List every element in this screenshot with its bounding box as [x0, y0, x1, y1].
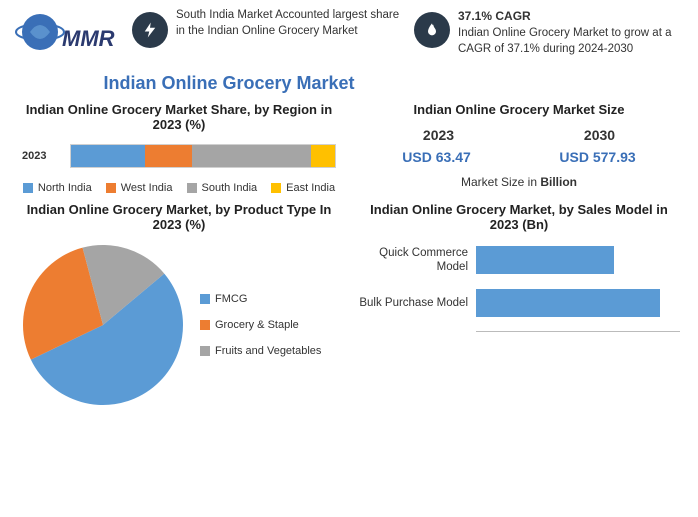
- pie-title: Indian Online Grocery Market, by Product…: [18, 202, 340, 232]
- main-title: Indian Online Grocery Market: [0, 73, 698, 94]
- market-size-card: Indian Online Grocery Market Size 2023 2…: [358, 102, 680, 194]
- sales-model-chart: Indian Online Grocery Market, by Sales M…: [358, 202, 680, 410]
- legend-label: FMCG: [215, 293, 247, 305]
- market-size-title: Indian Online Grocery Market Size: [358, 102, 680, 117]
- region-legend: North India West India South India East Ind…: [22, 182, 336, 194]
- flame-icon: [414, 12, 450, 48]
- region-seg: [192, 145, 311, 167]
- stat-south-india-text: South India Market Accounted largest sha…: [176, 8, 404, 39]
- legend-item: FMCG: [200, 293, 321, 305]
- legend-label: Grocery & Staple: [215, 319, 299, 331]
- stat-cagr: 37.1% CAGR Indian Online Grocery Market …: [414, 8, 686, 57]
- legend-swatch: [187, 183, 197, 193]
- legend-swatch: [200, 346, 210, 356]
- hbar-label: Bulk Purchase Model: [358, 296, 468, 310]
- size-year-2030: 2030: [584, 127, 615, 143]
- pie-canvas: [18, 240, 188, 410]
- region-bar-row: 2023: [22, 144, 336, 168]
- size-unit-prefix: Market Size in: [461, 175, 540, 189]
- hbar-track: [476, 246, 680, 274]
- legend-item: South India: [187, 182, 258, 194]
- region-share-chart: Indian Online Grocery Market Share, by R…: [18, 102, 340, 194]
- product-type-chart: Indian Online Grocery Market, by Product…: [18, 202, 340, 410]
- legend-label: Fruits and Vegetables: [215, 345, 321, 357]
- legend-item: West India: [106, 182, 173, 194]
- hbar-row: Bulk Purchase Model: [358, 289, 680, 317]
- legend-swatch: [271, 183, 281, 193]
- legend-label: West India: [121, 182, 173, 194]
- size-years-row: 2023 2030: [358, 127, 680, 143]
- hbar-fill: [476, 246, 614, 274]
- lightning-icon: [132, 12, 168, 48]
- stat-cagr-text: 37.1% CAGR Indian Online Grocery Market …: [458, 8, 686, 57]
- size-unit-bold: Billion: [540, 175, 577, 189]
- hbar-label: Quick Commerce Model: [358, 246, 468, 275]
- region-seg: [145, 145, 193, 167]
- hbar-rows: Quick Commerce Model Bulk Purchase Model: [358, 246, 680, 317]
- size-values-row: USD 63.47 USD 577.93: [358, 149, 680, 165]
- cagr-headline: 37.1% CAGR: [458, 8, 686, 24]
- svg-text:MMR: MMR: [62, 26, 115, 51]
- mmr-logo: MMR: [12, 8, 122, 63]
- region-stacked-bar: [70, 144, 336, 168]
- region-seg: [71, 145, 145, 167]
- stat-south-india: South India Market Accounted largest sha…: [132, 8, 404, 48]
- size-unit-line: Market Size in Billion: [358, 175, 680, 189]
- hbar-fill: [476, 289, 660, 317]
- legend-swatch: [23, 183, 33, 193]
- legend-swatch: [106, 183, 116, 193]
- chart-grid: Indian Online Grocery Market Share, by R…: [0, 102, 698, 420]
- hbar-row: Quick Commerce Model: [358, 246, 680, 275]
- legend-swatch: [200, 294, 210, 304]
- region-bar-year-label: 2023: [22, 150, 60, 162]
- hbar-title: Indian Online Grocery Market, by Sales M…: [358, 202, 680, 232]
- legend-item: Fruits and Vegetables: [200, 345, 321, 357]
- pie-body: FMCG Grocery & Staple Fruits and Vegetable…: [18, 240, 340, 410]
- header: MMR South India Market Accounted largest…: [0, 0, 698, 67]
- cagr-body: Indian Online Grocery Market to grow at …: [458, 26, 686, 57]
- legend-swatch: [200, 320, 210, 330]
- legend-label: North India: [38, 182, 92, 194]
- region-seg: [311, 145, 335, 167]
- legend-label: South India: [202, 182, 258, 194]
- size-value-2030: USD 577.93: [559, 149, 635, 165]
- legend-item: East India: [271, 182, 335, 194]
- legend-item: Grocery & Staple: [200, 319, 321, 331]
- legend-label: East India: [286, 182, 335, 194]
- hbar-track: [476, 289, 680, 317]
- hbar-axis: [476, 331, 680, 332]
- size-year-2023: 2023: [423, 127, 454, 143]
- pie-legend: FMCG Grocery & Staple Fruits and Vegetable…: [200, 293, 321, 357]
- size-value-2023: USD 63.47: [402, 149, 470, 165]
- legend-item: North India: [23, 182, 92, 194]
- region-chart-title: Indian Online Grocery Market Share, by R…: [22, 102, 336, 132]
